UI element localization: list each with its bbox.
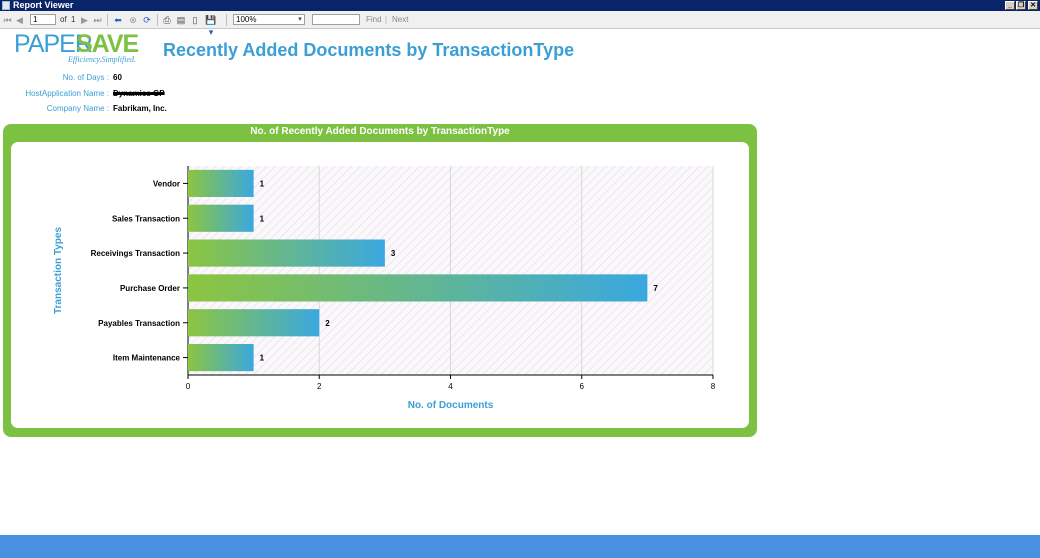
bar-purchase-order <box>188 274 648 302</box>
chevron-down-icon[interactable]: ▾ <box>298 16 302 23</box>
param-company-value: Fabrikam, Inc. <box>113 104 167 113</box>
back-icon[interactable]: ⬅ <box>114 15 122 25</box>
param-host-app-value: Dynamics GP <box>113 89 165 98</box>
bar-vendor <box>188 169 254 198</box>
bar-payables-transaction <box>188 309 320 337</box>
data-label: 1 <box>260 214 265 223</box>
find-button[interactable]: Find <box>366 15 382 24</box>
x-tick-label: 6 <box>580 382 585 391</box>
export-icon[interactable]: 💾▾ <box>205 15 217 37</box>
bar-receivings-transaction <box>188 239 385 267</box>
category-label: Vendor <box>153 179 180 188</box>
restore-button[interactable]: ❐ <box>1016 1 1026 10</box>
page-setup-icon[interactable]: ▯ <box>192 15 198 25</box>
previous-page-icon[interactable]: ◀ <box>16 15 23 25</box>
toolbar-divider <box>226 14 227 26</box>
stop-icon[interactable]: ⊗ <box>129 15 137 25</box>
category-label: Sales Transaction <box>112 214 180 223</box>
logo-paper-text: PAPER <box>14 30 93 58</box>
x-axis-title: No. of Documents <box>408 400 494 411</box>
category-label: Receivings Transaction <box>91 249 180 258</box>
data-label: 1 <box>260 179 265 188</box>
papersave-logo: PAPER SAVE Efficiency.Simplified. <box>14 30 142 66</box>
print-icon[interactable]: ⎙ <box>163 15 171 25</box>
data-label: 1 <box>260 354 265 363</box>
next-button[interactable]: Next <box>392 15 409 24</box>
chart-panel: No. of Recently Added Documents by Trans… <box>3 124 757 437</box>
report-viewer-app-icon <box>2 1 10 10</box>
current-page-input[interactable]: 1 <box>30 14 56 25</box>
report-toolbar: ⏮ ◀ 1 of 1 ▶ ⏭ ⬅ ⊗ ⟳ ⎙ ▤ ▯ 💾▾ 100% ▾ Fin… <box>0 11 1040 37</box>
x-tick-label: 4 <box>448 382 453 391</box>
toolbar-divider <box>107 14 108 26</box>
category-label: Item Maintenance <box>113 354 181 363</box>
minimize-button[interactable]: _ <box>1005 1 1015 10</box>
y-axis-title: Transaction Types <box>53 227 64 315</box>
window-title-bar: Report Viewer _ ❐ ✕ <box>0 0 1040 11</box>
find-separator: | <box>385 15 388 24</box>
logo-tagline: Efficiency.Simplified. <box>68 55 136 64</box>
param-days-label: No. of Days : <box>62 73 109 82</box>
category-label: Payables Transaction <box>98 319 180 328</box>
print-layout-icon[interactable]: ▤ <box>176 15 186 25</box>
x-tick-label: 8 <box>711 382 716 391</box>
report-title: Recently Added Documents by TransactionT… <box>163 40 575 60</box>
data-label: 2 <box>325 319 330 328</box>
x-tick-label: 2 <box>317 382 322 391</box>
window-title: Report Viewer <box>13 0 74 10</box>
toolbar-divider <box>157 14 158 26</box>
bar-chart: 0 2 4 6 8 Vendor 1 Sales Transaction 1 Receivings… <box>53 166 716 411</box>
last-page-icon[interactable]: ⏭ <box>93 15 102 25</box>
param-host-app-label: HostApplication Name : <box>25 89 109 98</box>
param-company-label: Company Name : <box>46 104 109 113</box>
data-label: 7 <box>653 284 658 293</box>
next-page-icon[interactable]: ▶ <box>81 15 88 25</box>
bar-item-maintenance <box>188 343 254 372</box>
refresh-icon[interactable]: ⟳ <box>143 15 151 25</box>
logo-save-text: SAVE <box>76 30 139 58</box>
zoom-select[interactable]: 100% <box>233 14 305 25</box>
status-bar <box>0 535 1040 558</box>
total-pages-label: 1 <box>71 15 76 24</box>
x-tick-label: 0 <box>186 382 191 391</box>
close-button[interactable]: ✕ <box>1028 1 1038 10</box>
chart-title: No. of Recently Added Documents by Trans… <box>250 126 510 137</box>
first-page-icon[interactable]: ⏮ <box>3 15 12 25</box>
bar-sales-transaction <box>188 204 254 232</box>
data-label: 3 <box>391 249 396 258</box>
find-input[interactable] <box>312 14 360 25</box>
param-days-value: 60 <box>113 73 122 82</box>
page-of-label: of <box>60 15 67 24</box>
category-label: Purchase Order <box>120 284 180 293</box>
